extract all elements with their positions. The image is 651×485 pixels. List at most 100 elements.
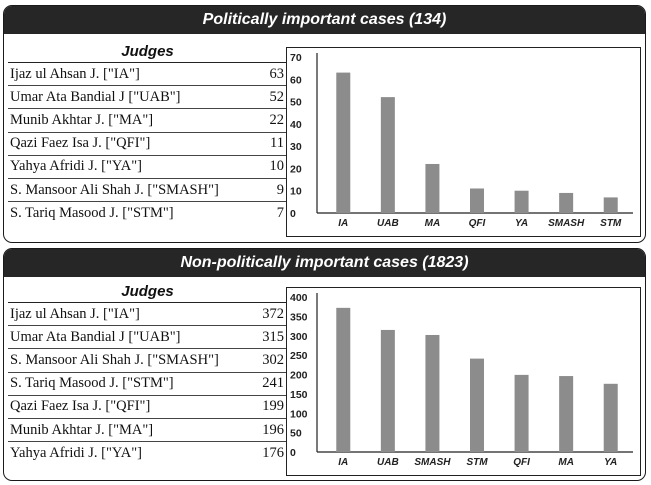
x-tick-label: UAB [377, 457, 399, 468]
y-tick-label: 300 [290, 331, 308, 343]
table-row: Umar Ata Bandial J ["UAB"] 52 [8, 86, 287, 110]
y-tick-label: 50 [290, 428, 302, 440]
case-count: 22 [269, 111, 285, 128]
case-count: 11 [270, 135, 284, 152]
y-tick-label: 40 [290, 119, 302, 131]
case-count: 302 [262, 351, 284, 368]
x-tick-label: MA [558, 457, 574, 468]
judge-name: S. Mansoor Ali Shah J. ["SMASH"] [10, 181, 219, 198]
y-tick-label: 20 [290, 163, 302, 175]
judge-name: Munib Akhtar J. ["MA"] [10, 111, 154, 128]
panel-title: Politically important cases (134) [4, 6, 645, 34]
table-row: S. Tariq Masood J. ["STM"] 7 [8, 202, 287, 225]
x-tick-label: UAB [377, 218, 399, 229]
table-row: Qazi Faez Isa J. ["QFI"] 11 [8, 133, 287, 156]
table-row: Yahya Afridi J. ["YA"] 176 [8, 442, 287, 465]
case-count: 241 [262, 375, 284, 392]
table-header: Judges [8, 282, 287, 303]
table-row: Ijaz ul Ahsan J. ["IA"] 63 [8, 63, 287, 87]
panel-political: Politically important cases (134) Judges… [3, 5, 646, 243]
x-tick-label: YA [515, 218, 528, 229]
y-tick-label: 0 [290, 208, 296, 220]
y-tick-label: 60 [290, 74, 302, 86]
chart-box: 0 10 20 30 40 50 60 70 IA UAB MA QFI YA SMASH STM [286, 47, 641, 237]
bar-chart: 0 50 100 150 200 250 300 350 400 IA UAB SMASH STM QFI… [290, 292, 633, 468]
case-count: 196 [262, 421, 284, 438]
x-tick-label: IA [338, 218, 348, 229]
case-count: 199 [262, 398, 284, 415]
y-tick-label: 100 [290, 408, 308, 420]
bar [470, 188, 484, 213]
bar [559, 192, 574, 213]
judges-table: Judges Ijaz ul Ahsan J. ["IA"] 372 Umar At… [8, 282, 287, 465]
table-row: S. Mansoor Ali Shah J. ["SMASH"] 9 [8, 179, 287, 203]
bar [514, 374, 529, 452]
case-count: 7 [276, 205, 284, 222]
table-row: Ijaz ul Ahsan J. ["IA"] 372 [8, 303, 287, 327]
judge-name: Yahya Afridi J. ["YA"] [10, 445, 143, 462]
case-count: 9 [276, 181, 284, 198]
x-tick-label: STM [466, 457, 488, 468]
judge-name: S. Mansoor Ali Shah J. ["SMASH"] [10, 351, 219, 368]
bar [380, 97, 395, 213]
x-tick-label: SMASH [414, 457, 451, 468]
x-tick-label: STM [600, 218, 622, 229]
case-count: 176 [262, 445, 284, 462]
panel-title: Non-politically important cases (1823) [4, 249, 645, 277]
table-header: Judges [8, 42, 287, 63]
judge-name: S. Tariq Masood J. ["STM"] [10, 205, 174, 222]
table-row: Qazi Faez Isa J. ["QFI"] 199 [8, 396, 287, 419]
table-rows: Ijaz ul Ahsan J. ["IA"] 372 Umar Ata Bandi… [8, 303, 287, 465]
y-tick-label: 10 [290, 186, 302, 198]
table-row: S. Mansoor Ali Shah J. ["SMASH"] 302 [8, 349, 287, 373]
x-tick-label: IA [338, 457, 348, 468]
bar [336, 72, 351, 213]
case-count: 372 [262, 305, 284, 322]
y-tick-label: 400 [290, 292, 308, 304]
case-count: 63 [269, 65, 285, 82]
table-row: Munib Akhtar J. ["MA"] 196 [8, 419, 287, 443]
table-row: Yahya Afridi J. ["YA"] 10 [8, 156, 287, 179]
y-tick-label: 350 [290, 311, 308, 323]
judge-name: S. Tariq Masood J. ["STM"] [10, 375, 174, 392]
y-tick-label: 0 [290, 447, 296, 459]
bar [603, 197, 618, 213]
x-tick-label: YA [604, 457, 617, 468]
judge-name: Umar Ata Bandial J ["UAB"] [10, 88, 181, 105]
bar [559, 376, 574, 452]
judges-table: Judges Ijaz ul Ahsan J. ["IA"] 63 Umar Ata… [8, 42, 287, 225]
bar [470, 358, 484, 452]
bar [425, 334, 440, 452]
y-tick-label: 50 [290, 97, 302, 109]
judge-name: Qazi Faez Isa J. ["QFI"] [10, 135, 151, 152]
y-tick-label: 70 [290, 52, 302, 64]
table-row: Munib Akhtar J. ["MA"] 22 [8, 109, 287, 133]
y-tick-label: 250 [290, 350, 308, 362]
x-tick-label: QFI [469, 218, 486, 229]
panel-non-political: Non-politically important cases (1823) J… [3, 248, 646, 481]
bar [336, 307, 351, 452]
case-count: 10 [269, 158, 285, 175]
table-row: Umar Ata Bandial J ["UAB"] 315 [8, 326, 287, 350]
chart-box: 0 50 100 150 200 250 300 350 400 IA UAB SMASH STM QFI… [286, 287, 641, 476]
judge-name: Umar Ata Bandial J ["UAB"] [10, 328, 181, 345]
bar [425, 163, 440, 213]
y-tick-label: 200 [290, 370, 308, 382]
table-rows: Ijaz ul Ahsan J. ["IA"] 63 Umar Ata Bandia… [8, 63, 287, 225]
judge-name: Munib Akhtar J. ["MA"] [10, 421, 154, 438]
judge-name: Ijaz ul Ahsan J. ["IA"] [10, 65, 140, 82]
table-row: S. Tariq Masood J. ["STM"] 241 [8, 373, 287, 396]
x-tick-label: SMASH [548, 218, 585, 229]
case-count: 315 [262, 328, 284, 345]
judge-name: Ijaz ul Ahsan J. ["IA"] [10, 305, 140, 322]
case-count: 52 [269, 88, 285, 105]
x-tick-label: QFI [513, 457, 530, 468]
y-tick-label: 150 [290, 389, 308, 401]
bar [603, 383, 618, 452]
bar [514, 190, 529, 213]
judge-name: Qazi Faez Isa J. ["QFI"] [10, 398, 151, 415]
judge-name: Yahya Afridi J. ["YA"] [10, 158, 143, 175]
y-tick-label: 30 [290, 141, 302, 153]
bar-chart: 0 10 20 30 40 50 60 70 IA UAB MA QFI YA SMASH STM [290, 52, 633, 229]
x-tick-label: MA [425, 218, 441, 229]
